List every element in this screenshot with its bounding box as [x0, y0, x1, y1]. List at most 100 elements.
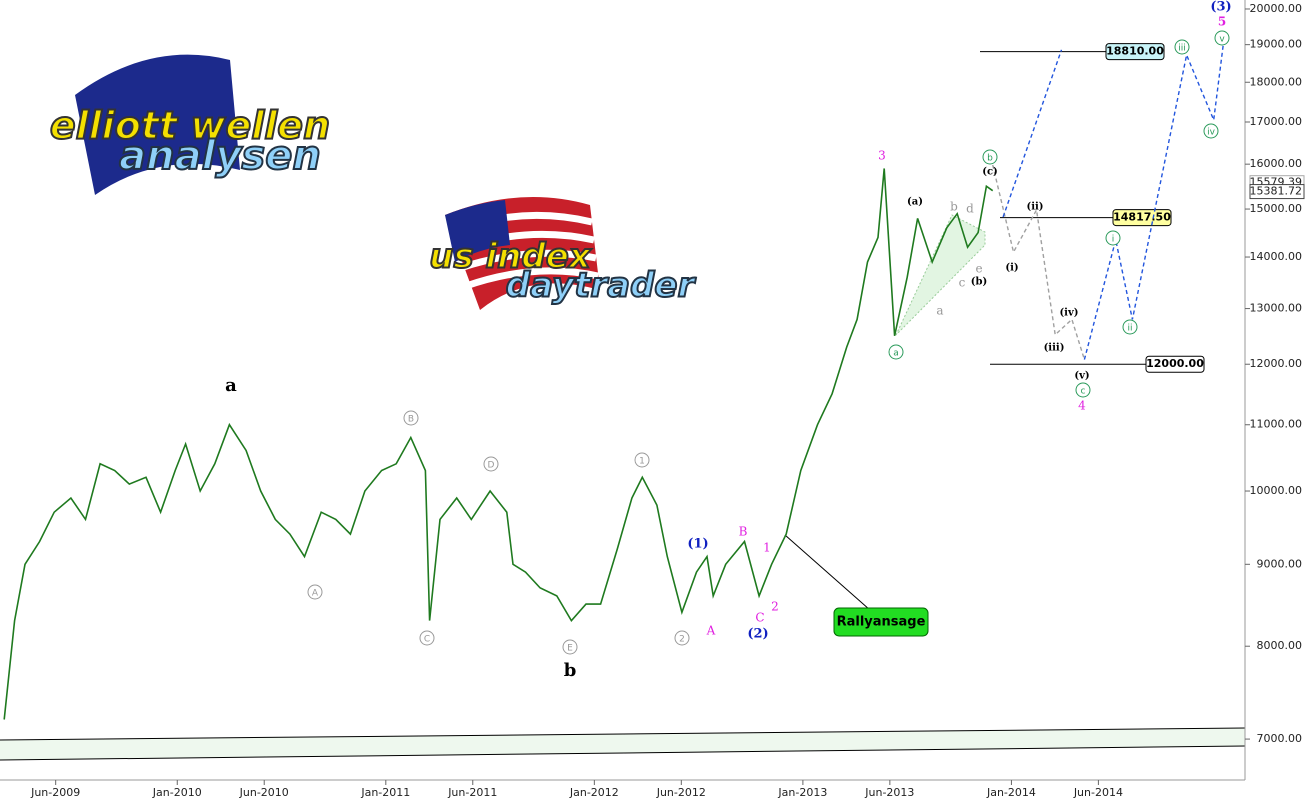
wave-label: (iii): [1044, 343, 1065, 354]
y-tick-label: 15000.00: [1250, 202, 1303, 215]
wave-label: B: [739, 525, 748, 539]
channel-line: [0, 745, 1246, 761]
wave-circle: [1075, 382, 1091, 398]
x-tick-label: Jun-2012: [656, 786, 706, 799]
wave-label: D: [488, 461, 495, 471]
wave-label: 2: [679, 635, 685, 645]
callout-text: Rallyansage: [837, 615, 926, 630]
wave-circle: [1105, 230, 1121, 246]
wave-label: e: [975, 262, 982, 276]
wave-label: 5: [1218, 15, 1226, 29]
wave-label: iv: [1207, 128, 1216, 138]
level-box: [1105, 43, 1165, 61]
channel-fill: [0, 728, 1245, 760]
wave-label: c: [959, 276, 966, 290]
wave-label: iii: [1178, 44, 1186, 54]
y-tick-label: 13000.00: [1250, 302, 1303, 315]
logo-elliott: elliott wellen analysen: [49, 54, 331, 196]
wave-label: (b): [971, 277, 987, 288]
wave-circle: [674, 630, 690, 646]
y-tick-label: 20000.00: [1250, 2, 1303, 15]
wave-circle: [483, 456, 499, 472]
y-tick-label: 17000.00: [1250, 115, 1303, 128]
x-tick-label: Jun-2010: [239, 786, 289, 799]
wave-label: (2): [747, 627, 768, 642]
y-tick-label: 11000.00: [1250, 418, 1303, 431]
triangle-shade: [895, 214, 986, 336]
x-tick-label: Jan-2012: [569, 786, 619, 799]
channel-line: [0, 727, 1246, 741]
x-tick-label: Jun-2014: [1073, 786, 1123, 799]
y-tick-label: 7000.00: [1257, 732, 1303, 745]
wave-label: 1: [763, 541, 771, 555]
wave-label: b: [987, 154, 993, 164]
flag-stripes: [448, 211, 599, 290]
wave-circle: [562, 639, 578, 655]
logo-text: daytrader: [506, 266, 697, 306]
level-label: 14817.50: [1113, 211, 1171, 224]
wave-label: A: [706, 624, 716, 638]
logo-text: analysen: [119, 133, 321, 179]
wave-circle: [307, 584, 323, 600]
wave-label: a: [225, 375, 237, 396]
x-tick-label: Jun-2013: [864, 786, 914, 799]
wave-label: b: [950, 200, 958, 214]
wave-label: 1: [639, 457, 645, 467]
y-tick-label: 9000.00: [1257, 557, 1303, 570]
wave-label: (a): [907, 197, 923, 208]
x-tick-label: Jun-2011: [447, 786, 497, 799]
logo-text: us index: [429, 237, 592, 277]
wave-label: b: [564, 660, 577, 681]
wave-label: 2: [771, 600, 779, 614]
wave-label: 4: [1078, 399, 1086, 413]
logo-text: elliott wellen: [50, 104, 330, 148]
wave-circle: [634, 452, 650, 468]
wave-circle: [1214, 30, 1230, 46]
wave-label: A: [312, 589, 319, 599]
flag-canton: [445, 200, 510, 262]
level-label: 18810.00: [1106, 45, 1164, 58]
wave-label: (i): [1005, 263, 1018, 274]
y-tick-label: 10000.00: [1250, 484, 1303, 497]
wave-label: a: [893, 349, 899, 359]
wave-label: C: [424, 635, 430, 645]
wave-circle: [1122, 319, 1138, 335]
level-box: [1145, 355, 1205, 373]
x-tick-label: Jan-2014: [986, 786, 1036, 799]
wave-label: a: [936, 304, 943, 318]
x-tick-label: Jan-2010: [152, 786, 202, 799]
wave-label: B: [408, 415, 414, 425]
wave-label: E: [567, 644, 573, 654]
x-tick-label: Jan-2011: [360, 786, 410, 799]
wave-label: (1): [687, 537, 708, 552]
y-tick-label: 18000.00: [1250, 75, 1303, 88]
eu-flag: [75, 54, 240, 196]
wave-label: ii: [1127, 324, 1132, 334]
level-box: [1112, 209, 1172, 227]
wave-label: (ii): [1026, 202, 1043, 213]
wave-circle: [982, 149, 998, 165]
forecast-line: [1002, 49, 1063, 218]
price-tag: [1249, 184, 1305, 200]
callout-box: [833, 607, 929, 637]
wave-circle: [403, 410, 419, 426]
price-tag-label: 15381.72: [1250, 185, 1303, 198]
callout-line: [784, 534, 871, 611]
wave-label: C: [755, 611, 764, 625]
wave-label: 3: [878, 149, 886, 163]
x-tick-label: Jun-2009: [30, 786, 80, 799]
forecast-line: [1083, 38, 1225, 360]
wave-circle: [888, 344, 904, 360]
logo-usindex: us index daytrader: [428, 197, 697, 310]
wave-circle: [1203, 123, 1219, 139]
price-line: [3, 168, 994, 720]
y-tick-label: 19000.00: [1250, 38, 1303, 51]
wave-label: (v): [1074, 371, 1089, 382]
wave-label: (iv): [1059, 308, 1078, 319]
wave-label: (3): [1210, 0, 1231, 15]
wave-label: (c): [982, 167, 998, 178]
wave-label: i: [1112, 235, 1115, 245]
wave-label: d: [966, 202, 974, 216]
y-tick-label: 16000.00: [1250, 157, 1303, 170]
